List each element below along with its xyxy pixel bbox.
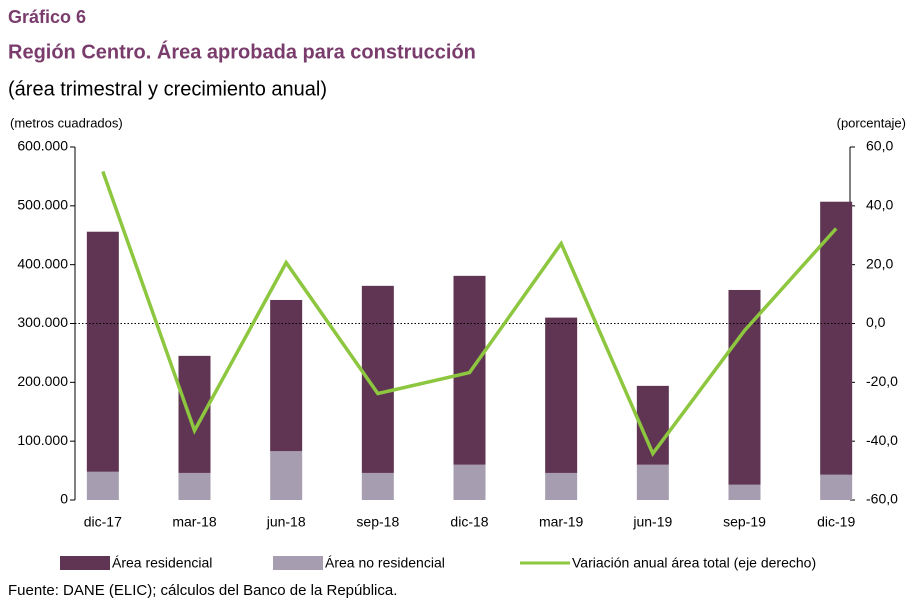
bar: [545, 317, 578, 473]
chart-title: Región Centro. Área aprobada para constr…: [8, 40, 476, 63]
bar: [453, 464, 486, 500]
x-tick-label: mar-19: [539, 514, 584, 530]
x-tick-label: dic-19: [817, 514, 855, 530]
x-tick-label: mar-18: [172, 514, 217, 530]
y-tick-label: 500.000: [17, 197, 68, 213]
y-tick-label: 400.000: [17, 255, 68, 271]
legend-label: Área no residencial: [325, 555, 445, 571]
chart-subtitle: (área trimestral y crecimiento anual): [8, 78, 327, 100]
x-tick-label: dic-17: [84, 514, 122, 530]
bar: [270, 299, 303, 452]
x-tick-label: jun-18: [266, 514, 306, 530]
y-tick-label: 0: [60, 491, 68, 507]
y-tick-label: 600.000: [17, 138, 68, 154]
y-axis-label: (metros cuadrados): [10, 115, 123, 130]
bar: [728, 289, 761, 485]
bar: [86, 231, 119, 472]
y-tick-label: 300.000: [17, 314, 68, 330]
bar: [545, 472, 578, 500]
y2-tick-label: -20,0: [866, 373, 898, 389]
legend-swatch: [60, 556, 110, 570]
y-tick-label: 200.000: [17, 373, 68, 389]
source-note: Fuente: DANE (ELIC); cálculos del Banco …: [8, 582, 397, 599]
legend-swatch: [273, 556, 323, 570]
y2-tick-label: 0,0: [866, 314, 886, 330]
bar: [178, 355, 211, 473]
bar: [728, 484, 761, 500]
bar: [86, 471, 119, 500]
x-tick-label: dic-18: [450, 514, 488, 530]
bar: [361, 472, 394, 500]
y2-tick-label: 40,0: [866, 197, 893, 213]
bar: [178, 472, 211, 500]
y-tick-label: 100.000: [17, 432, 68, 448]
bar: [820, 474, 853, 500]
legend-label: Área residencial: [112, 555, 212, 571]
chart-kicker: Gráfico 6: [8, 7, 86, 27]
bar: [270, 451, 303, 500]
legend-label: Variación anual área total (eje derecho): [572, 555, 816, 571]
bar: [820, 201, 853, 475]
bar: [636, 464, 669, 500]
x-tick-label: sep-19: [723, 514, 766, 530]
x-tick-label: jun-19: [632, 514, 672, 530]
line-series: [101, 170, 838, 457]
y2-tick-label: -40,0: [866, 432, 898, 448]
x-tick-label: sep-18: [356, 514, 399, 530]
y2-axis-label: (porcentaje): [837, 115, 906, 130]
y2-tick-label: 20,0: [866, 255, 893, 271]
y2-tick-label: 60,0: [866, 138, 893, 154]
y2-tick-label: -60,0: [866, 491, 898, 507]
